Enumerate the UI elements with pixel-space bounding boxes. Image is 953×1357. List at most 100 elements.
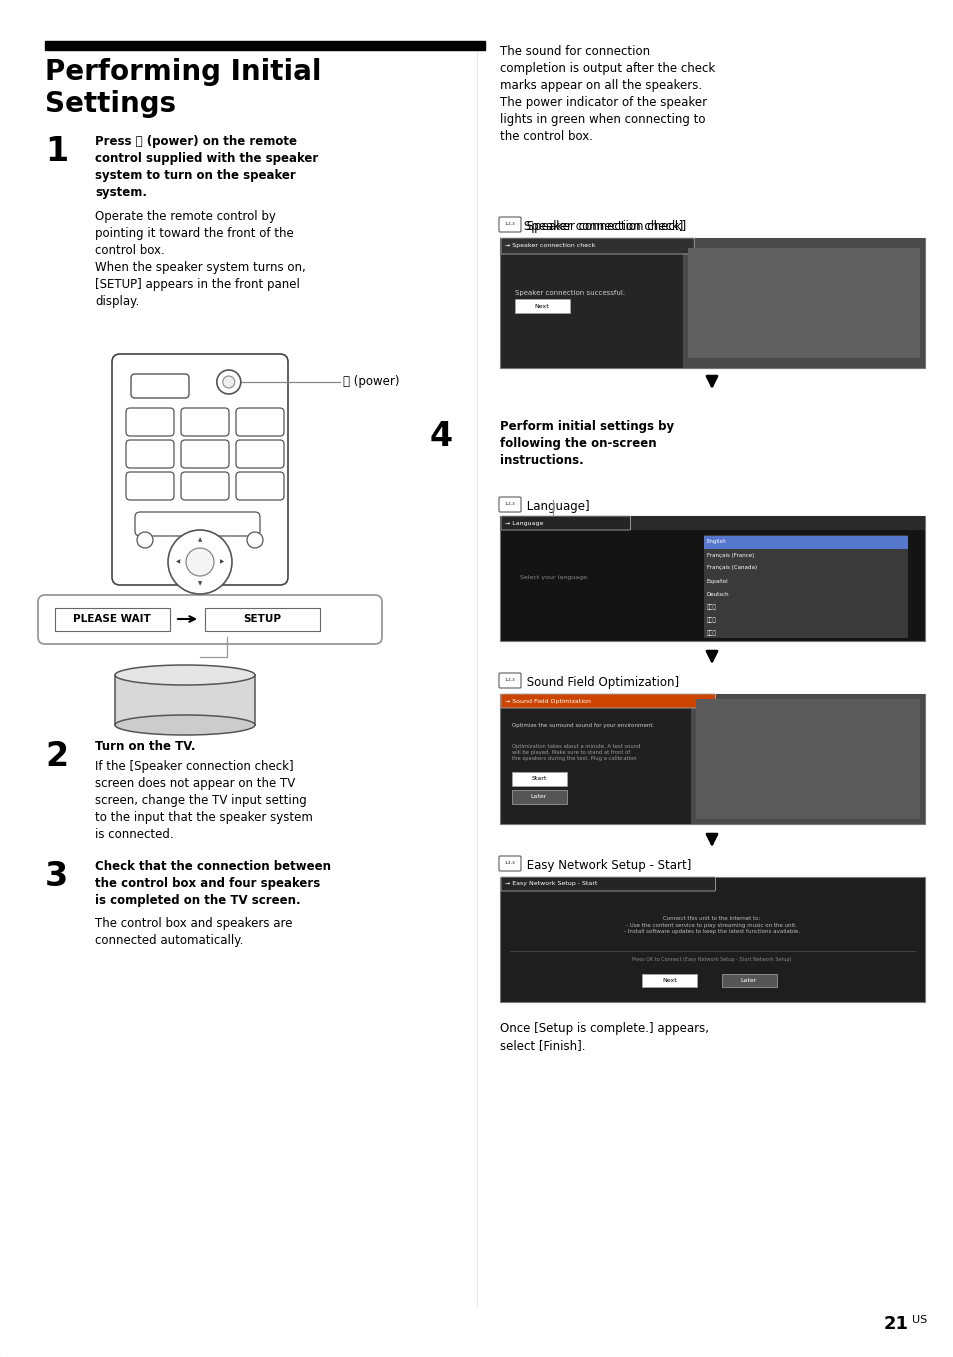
Text: → Speaker connection check: → Speaker connection check xyxy=(504,243,595,248)
Text: → Easy Network Setup - Start: → Easy Network Setup - Start xyxy=(504,882,597,886)
Text: Optimize the surround sound for your environment.: Optimize the surround sound for your env… xyxy=(512,723,654,729)
Text: Perform initial settings by
following the on-screen
instructions.: Perform initial settings by following th… xyxy=(499,421,674,467)
Text: ◀: ◀ xyxy=(175,559,180,565)
FancyBboxPatch shape xyxy=(500,516,630,531)
Bar xyxy=(512,790,566,803)
Text: Settings: Settings xyxy=(45,90,176,118)
Text: Connect this unit to the Internet to:
- Use the content service to play streamin: Connect this unit to the Internet to: - … xyxy=(623,916,800,934)
Bar xyxy=(205,608,319,631)
Bar xyxy=(499,237,924,368)
FancyBboxPatch shape xyxy=(235,408,284,436)
Text: Operate the remote control by
pointing it toward the front of the
control box.
W: Operate the remote control by pointing i… xyxy=(95,210,305,308)
Text: Français (France): Français (France) xyxy=(706,552,754,558)
Text: Sound Field Optimization]: Sound Field Optimization] xyxy=(522,676,679,689)
FancyBboxPatch shape xyxy=(235,440,284,468)
Bar xyxy=(499,877,924,1001)
Text: Start: Start xyxy=(531,776,546,782)
FancyBboxPatch shape xyxy=(500,237,694,254)
Bar xyxy=(703,536,907,550)
Bar xyxy=(45,41,484,50)
Bar xyxy=(682,237,924,368)
Text: US: US xyxy=(911,1315,926,1324)
Text: Speaker connection successful.: Speaker connection successful. xyxy=(515,290,624,296)
Text: PLEASE WAIT: PLEASE WAIT xyxy=(73,613,151,624)
Text: ▼: ▼ xyxy=(197,582,202,586)
Text: 繁中文: 繁中文 xyxy=(706,617,716,623)
Text: Deutsch: Deutsch xyxy=(706,592,729,597)
Circle shape xyxy=(247,532,263,548)
FancyBboxPatch shape xyxy=(38,594,381,645)
FancyBboxPatch shape xyxy=(498,856,520,871)
Text: Easy Network Setup - Start]: Easy Network Setup - Start] xyxy=(522,859,691,873)
Text: The sound for connection
completion is output after the check
marks appear on al: The sound for connection completion is o… xyxy=(499,45,715,142)
Text: Français (Canada): Français (Canada) xyxy=(706,566,757,570)
Text: [—  Speaker connection check]: [— Speaker connection check] xyxy=(499,220,682,233)
Text: Later: Later xyxy=(740,977,757,982)
Text: SETUP: SETUP xyxy=(243,613,281,624)
Bar xyxy=(499,693,924,824)
Ellipse shape xyxy=(115,665,254,685)
Text: Optimization takes about a minute. A test sound
will be played. Make sure to sta: Optimization takes about a minute. A tes… xyxy=(512,744,639,761)
Bar xyxy=(512,772,566,786)
Text: Next: Next xyxy=(534,304,549,308)
Bar xyxy=(687,248,919,358)
FancyBboxPatch shape xyxy=(131,375,189,398)
Circle shape xyxy=(216,370,240,394)
Text: Next: Next xyxy=(662,977,677,982)
Text: 4: 4 xyxy=(430,421,453,453)
Text: The control box and speakers are
connected automatically.: The control box and speakers are connect… xyxy=(95,917,293,947)
Bar xyxy=(515,299,569,313)
FancyBboxPatch shape xyxy=(135,512,260,536)
Bar xyxy=(499,516,924,641)
Text: Check that the connection between
the control box and four speakers
is completed: Check that the connection between the co… xyxy=(95,860,331,906)
Bar xyxy=(55,608,170,631)
Circle shape xyxy=(186,548,213,575)
Text: 1-2-3: 1-2-3 xyxy=(504,223,515,227)
FancyBboxPatch shape xyxy=(500,693,715,708)
Text: ▶: ▶ xyxy=(219,559,224,565)
Text: ▲: ▲ xyxy=(197,537,202,543)
Text: 1-2-3: 1-2-3 xyxy=(504,502,515,506)
Text: 2: 2 xyxy=(45,740,68,773)
Circle shape xyxy=(137,532,152,548)
FancyBboxPatch shape xyxy=(181,408,229,436)
Text: Later: Later xyxy=(530,794,547,799)
Text: → Language: → Language xyxy=(504,521,543,525)
Ellipse shape xyxy=(115,715,254,735)
Bar xyxy=(703,535,907,638)
FancyBboxPatch shape xyxy=(235,472,284,499)
Bar xyxy=(641,974,697,987)
Bar xyxy=(115,674,254,725)
Bar xyxy=(499,237,924,254)
FancyBboxPatch shape xyxy=(181,472,229,499)
Text: 1-2-3: 1-2-3 xyxy=(504,678,515,683)
Text: Press ⏻ (power) on the remote
control supplied with the speaker
system to turn o: Press ⏻ (power) on the remote control su… xyxy=(95,134,318,199)
Bar xyxy=(696,699,919,820)
FancyBboxPatch shape xyxy=(498,673,520,688)
FancyBboxPatch shape xyxy=(126,408,173,436)
Text: Once [Setup is complete.] appears,
select [Finish].: Once [Setup is complete.] appears, selec… xyxy=(499,1022,708,1052)
Text: Español: Español xyxy=(706,578,728,584)
Text: Performing Initial: Performing Initial xyxy=(45,58,321,85)
Text: Speaker connection check]: Speaker connection check] xyxy=(522,220,685,233)
Text: Press OK to Connect (Easy Network Setup - Start Network Setup): Press OK to Connect (Easy Network Setup … xyxy=(632,957,791,962)
FancyBboxPatch shape xyxy=(181,440,229,468)
Text: 日本語: 日本語 xyxy=(706,604,716,609)
Bar xyxy=(691,693,924,824)
FancyBboxPatch shape xyxy=(112,354,288,585)
FancyBboxPatch shape xyxy=(126,472,173,499)
FancyBboxPatch shape xyxy=(500,877,715,892)
Bar xyxy=(499,516,924,531)
FancyBboxPatch shape xyxy=(126,440,173,468)
Text: Turn on the TV.: Turn on the TV. xyxy=(95,740,195,753)
Text: 3: 3 xyxy=(45,860,69,893)
Circle shape xyxy=(168,531,232,594)
Text: 简中文: 简中文 xyxy=(706,630,716,636)
Text: 21: 21 xyxy=(883,1315,908,1333)
Text: English: English xyxy=(706,540,726,544)
Text: 1-2-3: 1-2-3 xyxy=(504,860,515,864)
Text: If the [Speaker connection check]
screen does not appear on the TV
screen, chang: If the [Speaker connection check] screen… xyxy=(95,760,313,841)
Text: → Sound Field Optimization: → Sound Field Optimization xyxy=(504,699,590,703)
Circle shape xyxy=(223,376,234,388)
FancyBboxPatch shape xyxy=(498,497,520,512)
